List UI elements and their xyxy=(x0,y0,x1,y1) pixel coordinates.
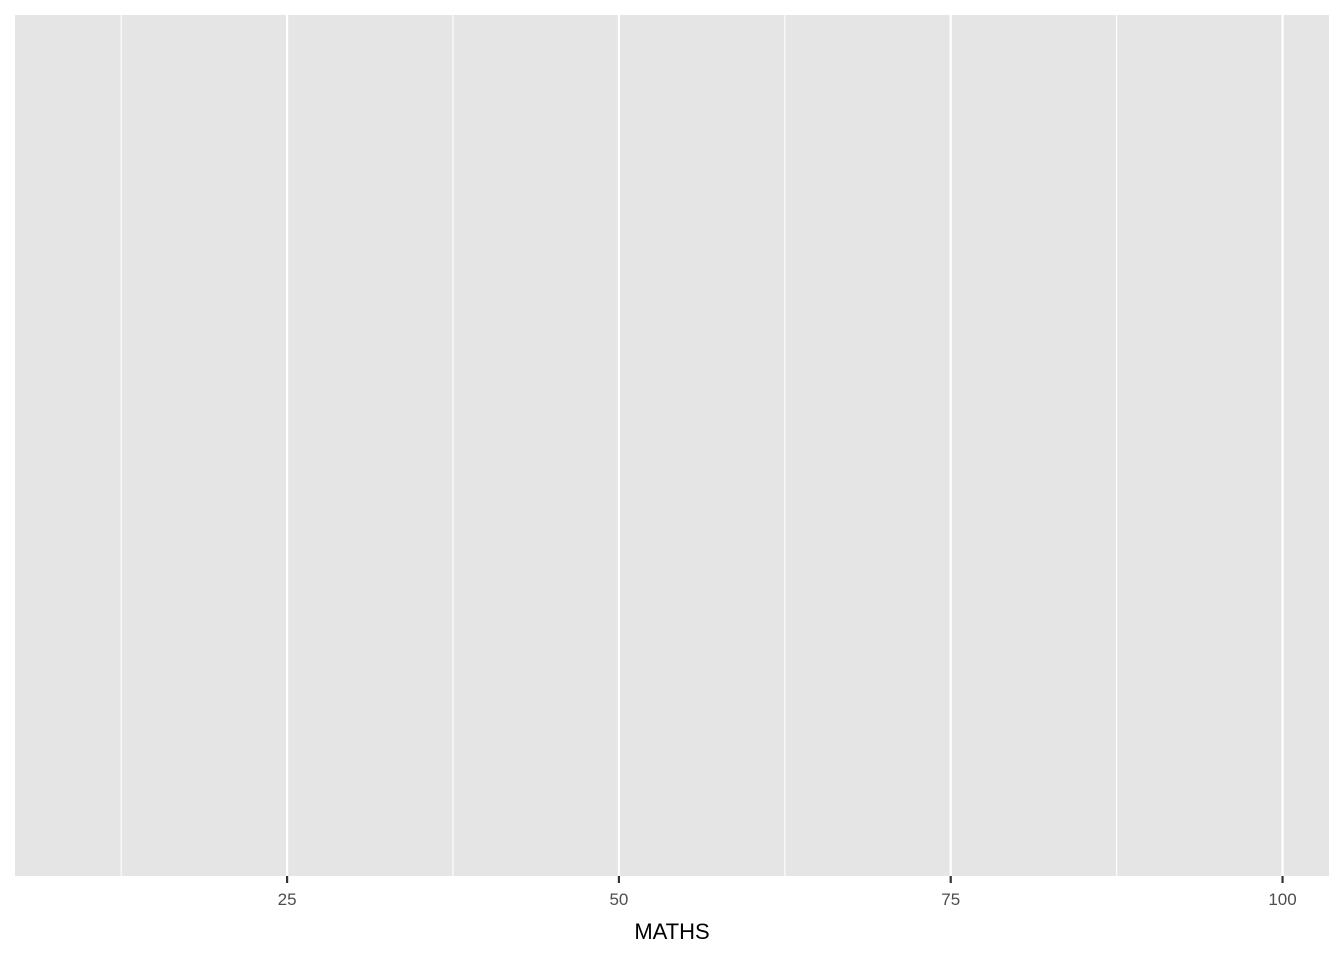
x-tick-label: 50 xyxy=(609,890,628,909)
plot-panel xyxy=(15,15,1329,876)
x-tick-label: 25 xyxy=(278,890,297,909)
x-axis-title: MATHS xyxy=(634,919,709,944)
x-tick-label: 75 xyxy=(941,890,960,909)
x-tick-label: 100 xyxy=(1268,890,1296,909)
